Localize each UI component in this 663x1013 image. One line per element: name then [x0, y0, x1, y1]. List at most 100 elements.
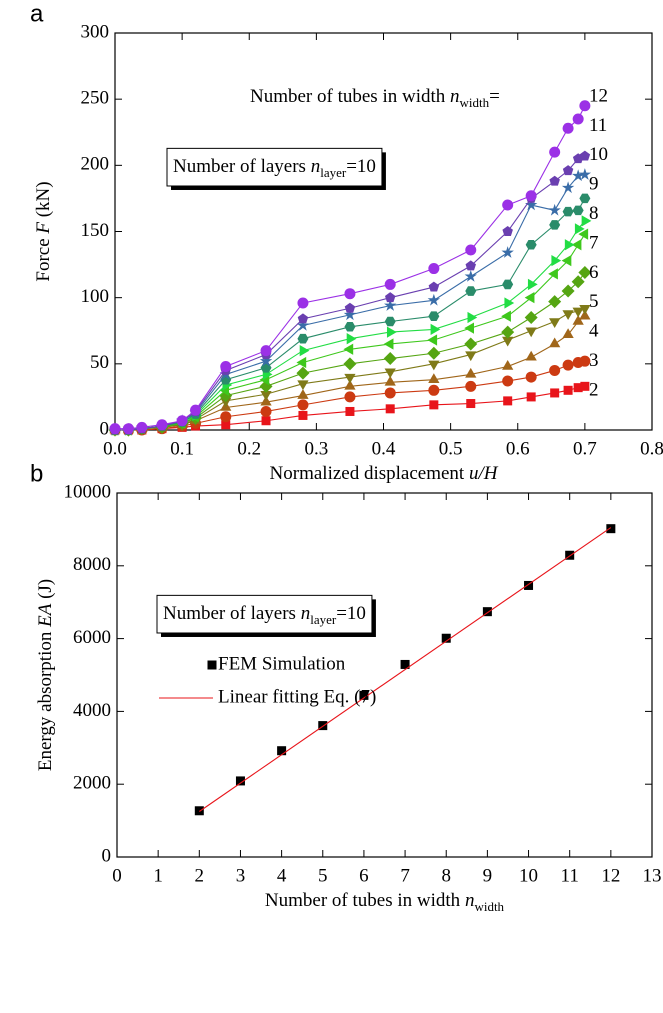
- marker: [465, 286, 477, 296]
- marker: [465, 244, 477, 256]
- marker: [259, 354, 273, 367]
- marker: [464, 269, 477, 282]
- marker: [564, 239, 575, 251]
- marker: [578, 266, 592, 280]
- x-tick-label: 2: [195, 865, 205, 886]
- marker: [194, 806, 204, 816]
- marker: [260, 405, 272, 417]
- marker: [297, 313, 309, 324]
- text-part: Energy absorption: [35, 627, 56, 771]
- marker: [561, 181, 575, 194]
- marker: [565, 550, 575, 560]
- marker: [525, 327, 537, 338]
- x-tick-label: 13: [643, 865, 662, 886]
- marker: [502, 226, 513, 236]
- text-part: EA: [35, 603, 56, 628]
- marker: [400, 659, 410, 669]
- marker: [384, 278, 396, 290]
- marker: [482, 607, 492, 617]
- marker: [501, 246, 514, 258]
- text-part: =10: [336, 603, 366, 624]
- marker: [549, 146, 561, 158]
- series-label: 3: [589, 350, 599, 371]
- marker: [465, 260, 476, 271]
- marker: [571, 239, 582, 251]
- annotation: Number of layers nlayer=10: [173, 156, 376, 180]
- marker: [384, 368, 396, 379]
- marker: [465, 351, 477, 362]
- marker: [221, 420, 231, 430]
- x-tick-label: 0.0: [103, 438, 127, 459]
- x-tick-label: 0.3: [305, 438, 329, 459]
- marker: [296, 366, 310, 380]
- text-part: Number of tubes in width: [265, 890, 465, 911]
- x-tick-label: 0.5: [439, 438, 463, 459]
- marker: [549, 220, 561, 230]
- y-axis-title: Energy absorption EA (J): [35, 579, 56, 771]
- marker: [297, 389, 309, 399]
- marker: [562, 122, 574, 134]
- marker: [428, 373, 440, 383]
- marker: [524, 198, 538, 211]
- marker: [297, 399, 309, 411]
- marker: [109, 423, 121, 435]
- x-axis-title: Normalized displacement u/H: [270, 463, 499, 484]
- marker: [344, 322, 356, 332]
- text-part: =: [489, 86, 500, 107]
- marker: [465, 367, 477, 378]
- x-tick-label: 8: [441, 865, 451, 886]
- marker: [298, 410, 308, 420]
- marker: [501, 310, 511, 322]
- series-label: 11: [589, 115, 607, 136]
- marker: [579, 100, 591, 112]
- marker: [136, 421, 148, 433]
- text-part: width: [474, 899, 504, 914]
- y-tick-label: 200: [81, 154, 110, 175]
- marker: [572, 314, 584, 325]
- marker: [427, 334, 438, 346]
- panel-label: b: [30, 460, 43, 487]
- text-part: n: [465, 890, 475, 911]
- marker: [466, 399, 476, 409]
- marker: [359, 690, 369, 700]
- marker: [550, 388, 560, 398]
- panel-label: a: [30, 0, 44, 27]
- marker: [548, 295, 562, 309]
- text-part: u/H: [469, 463, 499, 484]
- marker: [343, 308, 357, 321]
- marker: [465, 380, 477, 392]
- marker: [562, 165, 574, 176]
- marker: [562, 359, 574, 371]
- text-part: n: [311, 156, 321, 177]
- marker: [277, 746, 287, 756]
- y-axis-title: Force F (kN): [33, 181, 54, 281]
- x-tick-label: 11: [561, 865, 579, 886]
- marker: [297, 297, 309, 309]
- marker: [261, 416, 271, 426]
- text-part: Normalized displacement: [270, 463, 469, 484]
- marker: [525, 190, 537, 202]
- y-tick-label: 50: [90, 352, 109, 373]
- marker: [344, 373, 356, 384]
- marker: [501, 325, 515, 339]
- marker: [386, 326, 397, 338]
- series-label: 2: [589, 379, 599, 400]
- series-line: [198, 527, 612, 812]
- y-tick-label: 150: [81, 220, 110, 241]
- marker: [299, 344, 310, 357]
- x-tick-label: 5: [318, 865, 328, 886]
- y-tick-label: 300: [81, 21, 110, 42]
- marker: [344, 302, 356, 313]
- text-part: Number of tubes in width: [250, 86, 450, 107]
- x-tick-label: 0.7: [573, 438, 597, 459]
- marker: [428, 311, 440, 321]
- marker: [318, 721, 328, 731]
- marker: [563, 385, 573, 395]
- y-tick-label: 10000: [64, 481, 112, 502]
- marker: [524, 580, 534, 590]
- x-tick-label: 0: [112, 865, 122, 886]
- x-tick-label: 0.1: [170, 438, 194, 459]
- marker: [427, 346, 441, 360]
- marker: [383, 338, 394, 350]
